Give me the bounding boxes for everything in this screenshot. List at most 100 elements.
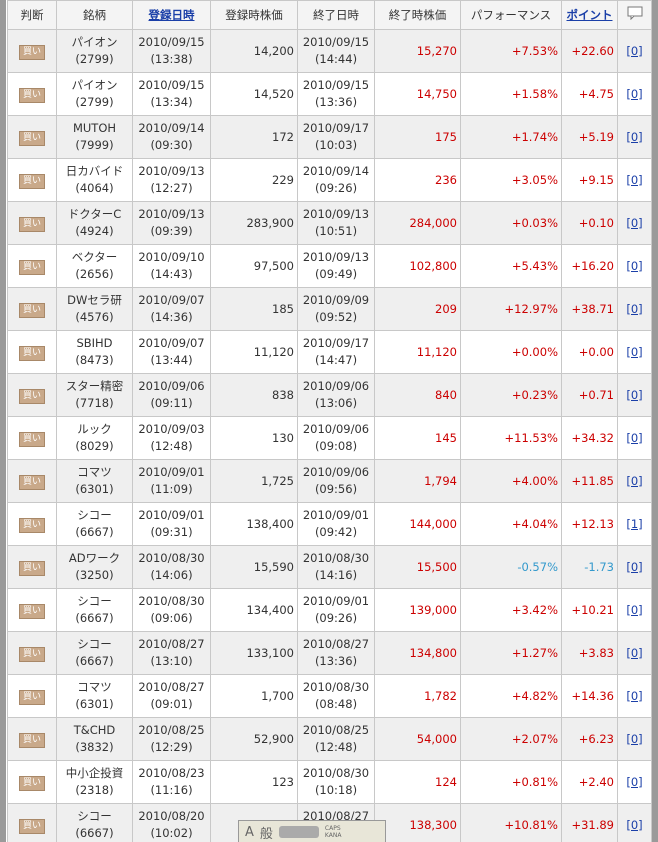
end_time: (12:48) bbox=[314, 740, 358, 754]
comment-link[interactable]: [0] bbox=[626, 344, 643, 359]
comment-link[interactable]: [0] bbox=[626, 430, 643, 445]
cell: +3.42% bbox=[460, 588, 562, 632]
row: 買い MUTOH (7999) 2010/09/14 (09:30) 172 2010/09… bbox=[7, 115, 652, 159]
cell: [0] bbox=[617, 674, 652, 718]
code: (8473) bbox=[75, 353, 114, 367]
comment-link[interactable]: [0] bbox=[626, 129, 643, 144]
cell: 134,400 bbox=[210, 588, 298, 632]
comment-link[interactable]: [0] bbox=[626, 645, 643, 660]
cell: T&CHD (3832) bbox=[56, 717, 133, 761]
code: (6301) bbox=[75, 482, 114, 496]
cell: 2010/08/30 (09:06) bbox=[132, 588, 211, 632]
comment-link[interactable]: [0] bbox=[626, 43, 643, 58]
comment-link[interactable]: [0] bbox=[626, 774, 643, 789]
header-cell: 判断 bbox=[7, 0, 57, 30]
cell: 54,000 bbox=[374, 717, 461, 761]
cell: 97,500 bbox=[210, 244, 298, 288]
row: 買い コマツ (6301) 2010/09/01 (11:09) 1,725 2010/09… bbox=[7, 459, 652, 503]
reg_time: (14:06) bbox=[150, 568, 193, 582]
name: シコー bbox=[77, 637, 112, 651]
cell: 2010/09/03 (12:48) bbox=[132, 416, 211, 460]
end_time: (10:51) bbox=[314, 224, 358, 238]
judge-badge: 買い bbox=[18, 604, 45, 619]
judge-badge: 買い bbox=[18, 432, 45, 447]
cell: 2010/08/30 (14:06) bbox=[132, 545, 211, 589]
sort-link[interactable]: ポイント bbox=[566, 7, 613, 22]
end_date: 2010/08/25 bbox=[302, 723, 370, 737]
cell: 買い bbox=[7, 760, 57, 804]
end_time: (09:49) bbox=[314, 267, 358, 281]
header-cell: 終了時株価 bbox=[374, 0, 461, 30]
cell: [0] bbox=[617, 201, 652, 245]
cell: 1,725 bbox=[210, 459, 298, 503]
frame bbox=[652, 0, 658, 842]
end_date: 2010/08/30 bbox=[302, 551, 370, 565]
cell: +0.71 bbox=[561, 373, 618, 417]
code: (4576) bbox=[75, 310, 114, 324]
end_date: 2010/08/27 bbox=[302, 809, 370, 823]
end_time: (10:18) bbox=[314, 783, 358, 797]
cell: +1.27% bbox=[460, 631, 562, 675]
cell: 買い bbox=[7, 287, 57, 331]
judge-badge: 買い bbox=[18, 690, 45, 705]
name: パイオン bbox=[71, 35, 118, 49]
comment-link[interactable]: [0] bbox=[626, 301, 643, 316]
cell: 中小企投資 (2318) bbox=[56, 760, 133, 804]
row: 買い ドクターC (4924) 2010/09/13 (09:39) 283,900 201… bbox=[7, 201, 652, 245]
reg_time: (10:02) bbox=[150, 826, 193, 840]
cell: 2010/09/01 (09:42) bbox=[297, 502, 375, 546]
cell: 840 bbox=[374, 373, 461, 417]
cell: [0] bbox=[617, 29, 652, 73]
name: シコー bbox=[77, 508, 112, 522]
comment-link[interactable]: [0] bbox=[626, 387, 643, 402]
reg_date: 2010/09/01 bbox=[138, 465, 205, 479]
end_date: 2010/09/17 bbox=[302, 336, 370, 350]
reg_date: 2010/08/20 bbox=[138, 809, 205, 823]
comment-link[interactable]: [0] bbox=[626, 258, 643, 273]
comment-link[interactable]: [0] bbox=[626, 215, 643, 230]
sort-link[interactable]: 登録日時 bbox=[148, 7, 195, 22]
reg_date: 2010/08/30 bbox=[138, 551, 205, 565]
cell: +4.82% bbox=[460, 674, 562, 718]
comment-link[interactable]: [0] bbox=[626, 559, 643, 574]
cell: スター精密 (7718) bbox=[56, 373, 133, 417]
name: ベクター bbox=[71, 250, 118, 264]
comment-link[interactable]: [0] bbox=[626, 731, 643, 746]
reg_time: (12:48) bbox=[150, 439, 193, 453]
name: ADワーク bbox=[68, 551, 121, 565]
cell: ADワーク (3250) bbox=[56, 545, 133, 589]
cell: 1,782 bbox=[374, 674, 461, 718]
comment-link[interactable]: [0] bbox=[626, 817, 643, 832]
cell: コマツ (6301) bbox=[56, 674, 133, 718]
cell: +38.71 bbox=[561, 287, 618, 331]
end_date: 2010/09/09 bbox=[302, 293, 370, 307]
cell: ルック (8029) bbox=[56, 416, 133, 460]
comment-link[interactable]: [0] bbox=[626, 172, 643, 187]
cell: +4.00% bbox=[460, 459, 562, 503]
cell: +11.85 bbox=[561, 459, 618, 503]
row: 買い シコー (6667) 2010/08/27 (13:10) 133,100 2010/… bbox=[7, 631, 652, 675]
comment-link[interactable]: [0] bbox=[626, 473, 643, 488]
end_time: (13:36) bbox=[314, 95, 358, 109]
comment-link[interactable]: [0] bbox=[626, 688, 643, 703]
end_date: 2010/09/13 bbox=[302, 250, 370, 264]
comment-link[interactable]: [1] bbox=[626, 516, 643, 531]
code: (4924) bbox=[75, 224, 114, 238]
ime-kanji: 般 bbox=[259, 826, 273, 842]
name: SBIHD bbox=[76, 336, 113, 350]
row: 買い パイオン (2799) 2010/09/15 (13:38) 14,200 2010/… bbox=[7, 29, 652, 73]
cell: 209 bbox=[374, 287, 461, 331]
comment-link[interactable]: [0] bbox=[626, 602, 643, 617]
comment-link[interactable]: [0] bbox=[626, 86, 643, 101]
end_date: 2010/09/06 bbox=[302, 465, 370, 479]
cell: パイオン (2799) bbox=[56, 72, 133, 116]
cell: 2010/08/23 (11:16) bbox=[132, 760, 211, 804]
cell: [0] bbox=[617, 459, 652, 503]
reg_date: 2010/09/06 bbox=[138, 379, 205, 393]
cell: 2010/08/27 (13:36) bbox=[297, 631, 375, 675]
judge-badge: 買い bbox=[18, 45, 45, 60]
name: シコー bbox=[77, 594, 112, 608]
end_time: (14:44) bbox=[314, 52, 358, 66]
cell: [0] bbox=[617, 545, 652, 589]
row: 買い SBIHD (8473) 2010/09/07 (13:44) 11,120 2010… bbox=[7, 330, 652, 374]
